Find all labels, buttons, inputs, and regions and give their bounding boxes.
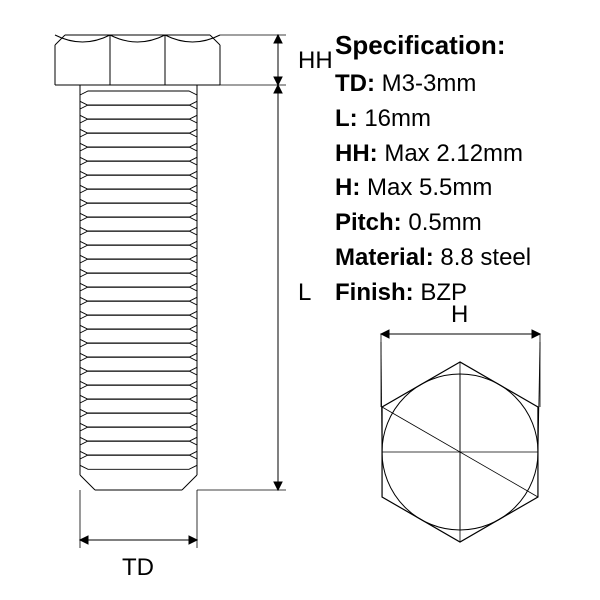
spec-row: Material: 8.8 steel [335, 241, 585, 276]
spec-rows: TD: M3-3mmL: 16mmHH: Max 2.12mmH: Max 5.… [335, 67, 585, 311]
svg-text:L: L [298, 279, 311, 306]
specification-block: Specification: TD: M3-3mmL: 16mmHH: Max … [335, 30, 585, 311]
spec-title: Specification: [335, 30, 585, 61]
spec-row: L: 16mm [335, 102, 585, 137]
spec-row: Finish: BZP [335, 276, 585, 311]
spec-row: Pitch: 0.5mm [335, 206, 585, 241]
spec-row: H: Max 5.5mm [335, 171, 585, 206]
spec-row: HH: Max 2.12mm [335, 137, 585, 172]
svg-text:HH: HH [298, 47, 333, 74]
svg-text:TD: TD [122, 554, 154, 581]
spec-row: TD: M3-3mm [335, 67, 585, 102]
